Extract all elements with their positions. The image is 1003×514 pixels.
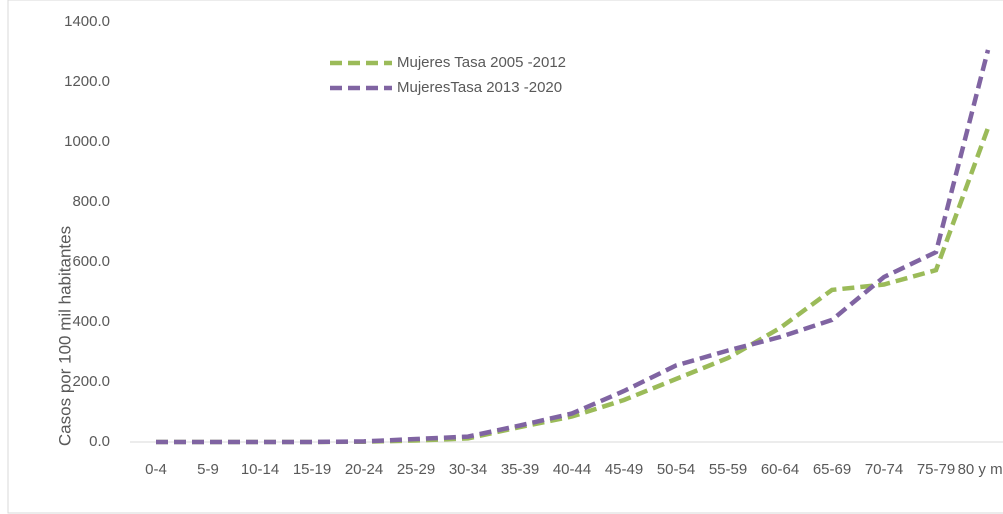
- x-tick-label: 70-74: [865, 461, 903, 478]
- legend-label: Mujeres Tasa 2005 -2012: [397, 54, 566, 71]
- y-tick-label: 800.0: [72, 193, 110, 210]
- legend-label: MujeresTasa 2013 -2020: [397, 79, 562, 96]
- x-tick-label: 15-19: [293, 461, 331, 478]
- x-tick-label: 50-54: [657, 461, 695, 478]
- x-tick-label: 25-29: [397, 461, 435, 478]
- series-line: [156, 127, 991, 445]
- x-tick-label: 65-69: [813, 461, 851, 478]
- x-tick-label: 35-39: [501, 461, 539, 478]
- x-tick-label: 45-49: [605, 461, 643, 478]
- y-tick-label: 200.0: [72, 373, 110, 390]
- y-tick-label: 0.0: [89, 433, 110, 450]
- x-tick-label: 5-9: [197, 461, 219, 478]
- y-tick-label: 1000.0: [64, 133, 110, 150]
- chart-border: [7, 0, 1003, 514]
- y-tick-label: 1400.0: [64, 13, 110, 30]
- x-tick-label: 55-59: [709, 461, 747, 478]
- x-tick-label: 10-14: [241, 461, 279, 478]
- y-tick-label: 600.0: [72, 253, 110, 270]
- y-tick-label: 1200.0: [64, 73, 110, 90]
- x-tick-label: 0-4: [145, 461, 167, 478]
- x-tick-label: 80 y más: [958, 461, 1003, 478]
- x-tick-label: 60-64: [761, 461, 799, 478]
- y-axis-label: Casos por 100 mil habitantes: [55, 226, 74, 446]
- series-line: [156, 49, 991, 445]
- x-tick-label: 75-79: [917, 461, 955, 478]
- y-tick-label: 400.0: [72, 313, 110, 330]
- x-tick-label: 40-44: [553, 461, 591, 478]
- x-tick-label: 20-24: [345, 461, 383, 478]
- x-tick-label: 30-34: [449, 461, 487, 478]
- legend: Mujeres Tasa 2005 -2012 MujeresTasa 2013 …: [330, 54, 566, 96]
